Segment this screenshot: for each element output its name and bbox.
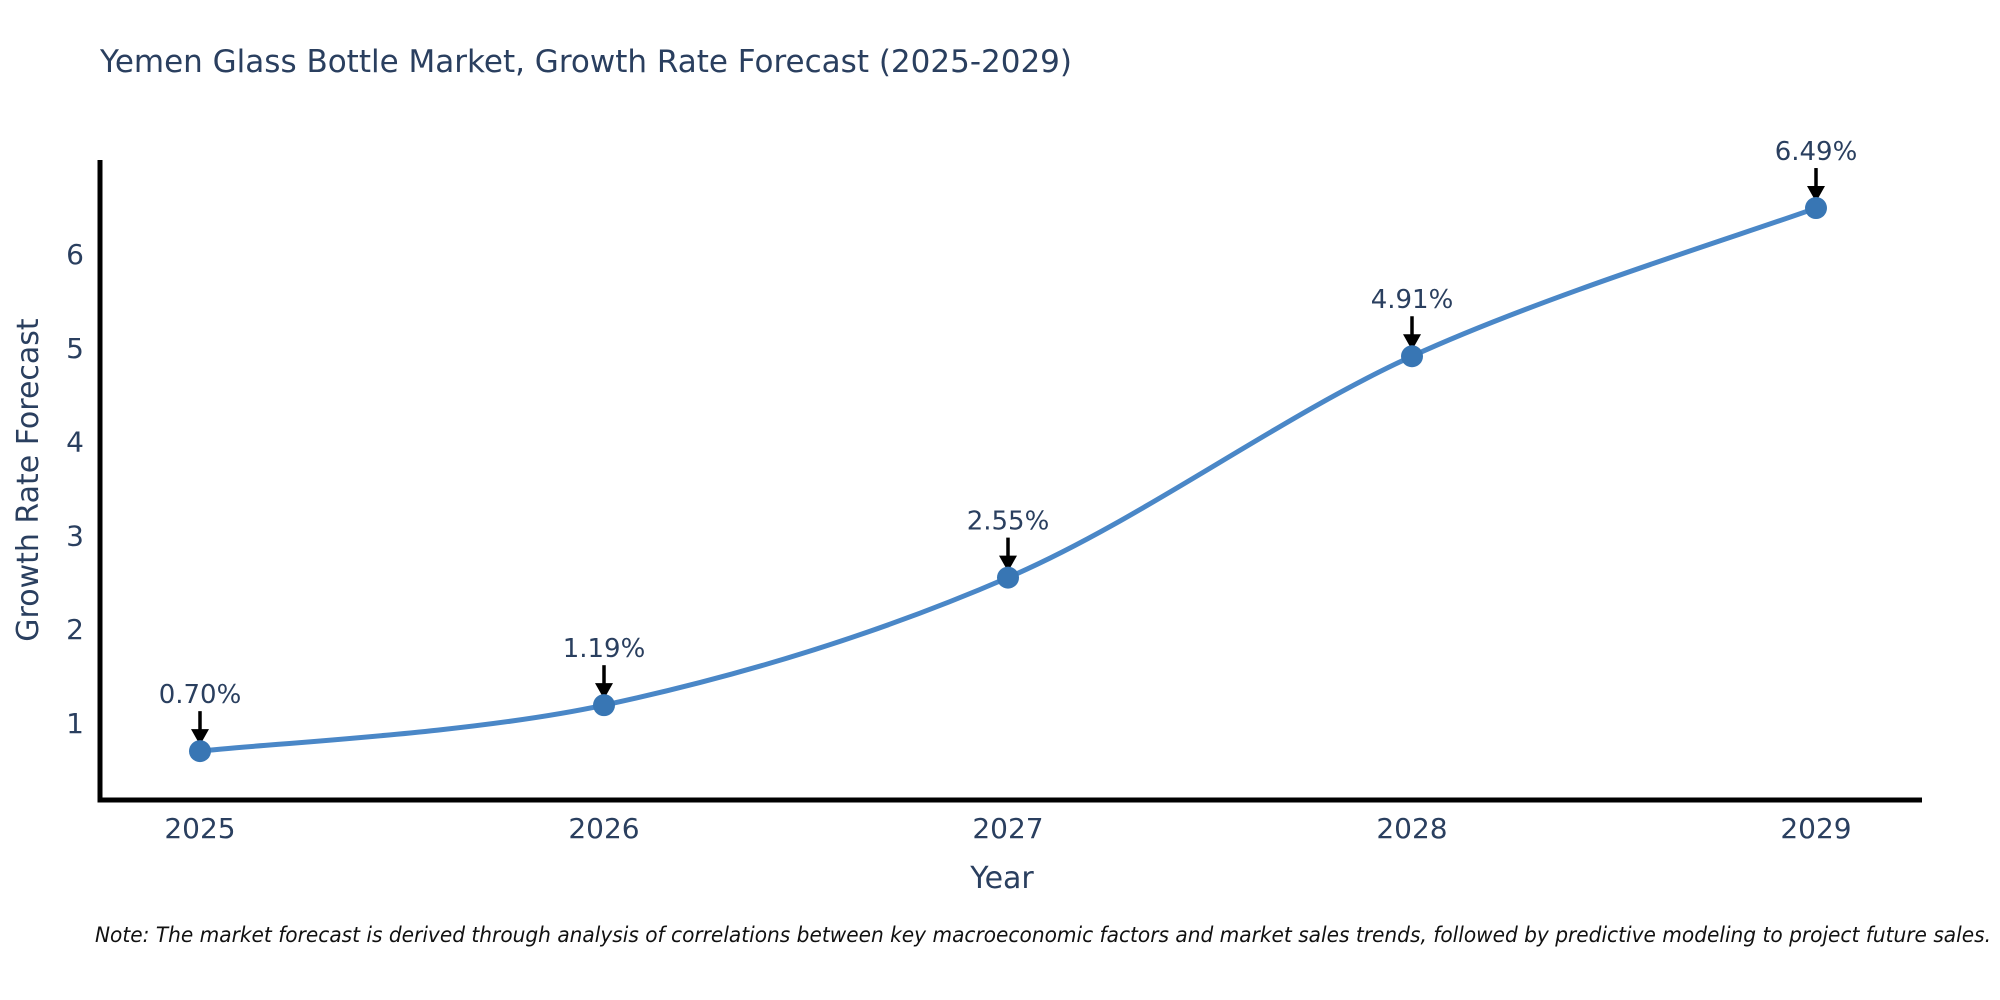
point-annotation-label: 4.91% xyxy=(1371,285,1454,315)
x-tick-label: 2026 xyxy=(568,812,639,845)
y-tick-label: 5 xyxy=(66,332,84,365)
x-tick-label: 2027 xyxy=(972,812,1043,845)
x-axis-title: Year xyxy=(969,861,1034,896)
forecast-line xyxy=(197,205,1819,754)
x-tick-label: 2029 xyxy=(1780,812,1851,845)
annotation-arrow-head-icon xyxy=(1807,186,1825,203)
annotation-arrow-head-icon xyxy=(595,683,613,700)
y-tick-label: 3 xyxy=(66,519,84,552)
x-tick-label: 2025 xyxy=(164,812,235,845)
plot-series: 1 2 3 4 5 6 2025 2026 2027 2028 2029 0.70% 1.19% 2.55… xyxy=(66,137,1857,845)
annotation-arrow-head-icon xyxy=(1403,334,1421,351)
x-tick-label: 2028 xyxy=(1376,812,1447,845)
point-annotation-label: 6.49% xyxy=(1775,137,1858,167)
data-point-marker[interactable] xyxy=(189,740,211,763)
point-annotation-label: 0.70% xyxy=(159,680,242,710)
point-annotation-label: 2.55% xyxy=(967,507,1050,537)
y-tick-label: 2 xyxy=(66,613,84,646)
data-point-marker[interactable] xyxy=(1805,197,1827,220)
y-tick-label: 1 xyxy=(66,707,84,740)
data-point-marker[interactable] xyxy=(593,694,615,717)
data-point-marker[interactable] xyxy=(997,566,1019,589)
y-tick-label: 6 xyxy=(66,238,84,271)
chart-title: Yemen Glass Bottle Market, Growth Rate F… xyxy=(99,44,1072,80)
footnote: Note: The market forecast is derived thr… xyxy=(95,923,1991,947)
point-annotation-label: 1.19% xyxy=(563,634,646,664)
y-axis-title: Growth Rate Forecast xyxy=(11,318,46,642)
annotation-arrow-head-icon xyxy=(999,555,1017,572)
annotation-arrow-head-icon xyxy=(191,729,209,746)
y-tick-label: 4 xyxy=(66,426,84,459)
data-point-marker[interactable] xyxy=(1401,345,1423,368)
